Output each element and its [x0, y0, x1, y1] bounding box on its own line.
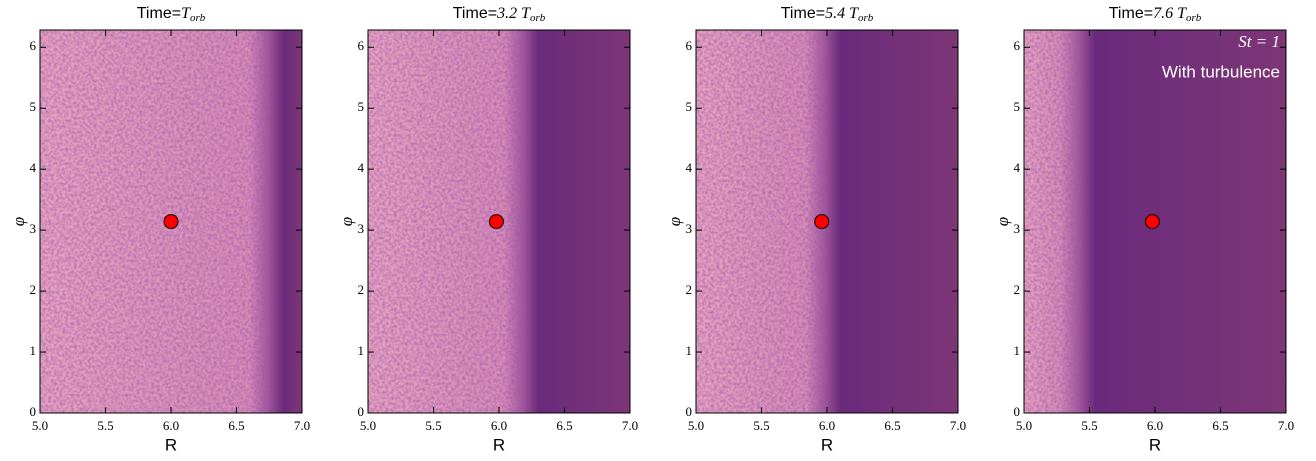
x-tick-label: 5.5: [753, 418, 769, 433]
x-tick-label: 6.0: [491, 418, 507, 433]
x-axis-label: R: [1149, 435, 1161, 454]
y-axis-label: φ: [9, 217, 28, 226]
y-tick-label: 3: [686, 221, 693, 236]
planet-marker: [163, 214, 179, 230]
y-tick-label: 6: [1014, 38, 1021, 53]
y-tick-label: 4: [686, 160, 693, 175]
y-tick-label: 3: [358, 221, 365, 236]
y-tick-label: 2: [686, 282, 693, 297]
chart-title: Time=3.2 Torb: [453, 5, 546, 24]
title-math: 5.4 T: [825, 5, 859, 22]
title-subscript: orb: [858, 12, 874, 24]
x-tick-label: 5.0: [1016, 418, 1032, 433]
y-tick-label: 5: [358, 99, 365, 114]
y-axis-label: φ: [665, 217, 684, 226]
y-tick-label: 1: [30, 343, 37, 358]
y-tick-label: 2: [358, 282, 365, 297]
x-axis-label: R: [821, 435, 833, 454]
y-axis-label: φ: [993, 217, 1012, 226]
x-tick-label: 6.0: [163, 418, 179, 433]
title-text: Time=: [781, 5, 825, 22]
y-tick-label: 5: [1014, 99, 1021, 114]
x-axis-label: R: [493, 435, 505, 454]
x-tick-label: 5.0: [360, 418, 376, 433]
x-tick-label: 6.5: [228, 418, 244, 433]
y-tick-label: 1: [686, 343, 693, 358]
chart-title: Time=7.6 Torb: [1109, 5, 1202, 24]
x-tick-label: 5.5: [425, 418, 441, 433]
title-text: Time=: [137, 5, 181, 22]
y-tick-label: 6: [686, 38, 693, 53]
title-text: Time=: [1109, 5, 1153, 22]
x-tick-label: 6.0: [1147, 418, 1163, 433]
annotation: With turbulence: [1162, 62, 1280, 81]
y-tick-label: 4: [358, 160, 365, 175]
title-math: T: [181, 5, 191, 22]
x-tick-label: 7.0: [294, 418, 310, 433]
y-tick-label: 5: [30, 99, 37, 114]
y-tick-label: 6: [358, 38, 365, 53]
chart-title: Time=Torb: [137, 5, 206, 24]
y-tick-label: 4: [30, 160, 37, 175]
x-tick-label: 5.5: [97, 418, 113, 433]
annotation: St = 1: [1238, 32, 1280, 51]
y-tick-label: 3: [1014, 221, 1021, 236]
y-tick-label: 0: [686, 404, 693, 419]
title-subscript: orb: [530, 12, 546, 24]
x-tick-label: 5.0: [32, 418, 48, 433]
x-tick-label: 7.0: [950, 418, 966, 433]
dust-texture: [40, 30, 271, 413]
x-tick-label: 6.5: [884, 418, 900, 433]
y-tick-label: 3: [30, 221, 37, 236]
x-tick-label: 5.5: [1081, 418, 1097, 433]
title-subscript: orb: [1186, 12, 1202, 24]
y-tick-label: 0: [358, 404, 365, 419]
planet-marker: [1144, 214, 1160, 230]
title-text: Time=: [453, 5, 497, 22]
chart-title: Time=5.4 Torb: [781, 5, 874, 24]
title-subscript: orb: [190, 12, 206, 24]
y-tick-label: 2: [30, 282, 37, 297]
dust-texture: [696, 30, 827, 413]
y-tick-label: 0: [30, 404, 37, 419]
y-tick-label: 1: [1014, 343, 1021, 358]
title-math: 3.2 T: [496, 5, 531, 22]
y-tick-label: 4: [1014, 160, 1021, 175]
planet-marker: [488, 214, 504, 230]
x-tick-label: 6.5: [1212, 418, 1228, 433]
x-tick-label: 7.0: [622, 418, 638, 433]
y-tick-label: 1: [358, 343, 365, 358]
y-tick-label: 6: [30, 38, 37, 53]
y-axis-label: φ: [337, 217, 356, 226]
x-tick-label: 7.0: [1278, 418, 1294, 433]
planet-marker: [814, 214, 830, 230]
y-tick-label: 2: [1014, 282, 1021, 297]
y-tick-label: 0: [1014, 404, 1021, 419]
title-math: 7.6 T: [1153, 5, 1187, 22]
x-tick-label: 5.0: [688, 418, 704, 433]
dust-texture: [1024, 30, 1082, 413]
x-axis-label: R: [165, 435, 177, 454]
x-tick-label: 6.0: [819, 418, 835, 433]
y-tick-label: 5: [686, 99, 693, 114]
x-tick-label: 6.5: [556, 418, 572, 433]
